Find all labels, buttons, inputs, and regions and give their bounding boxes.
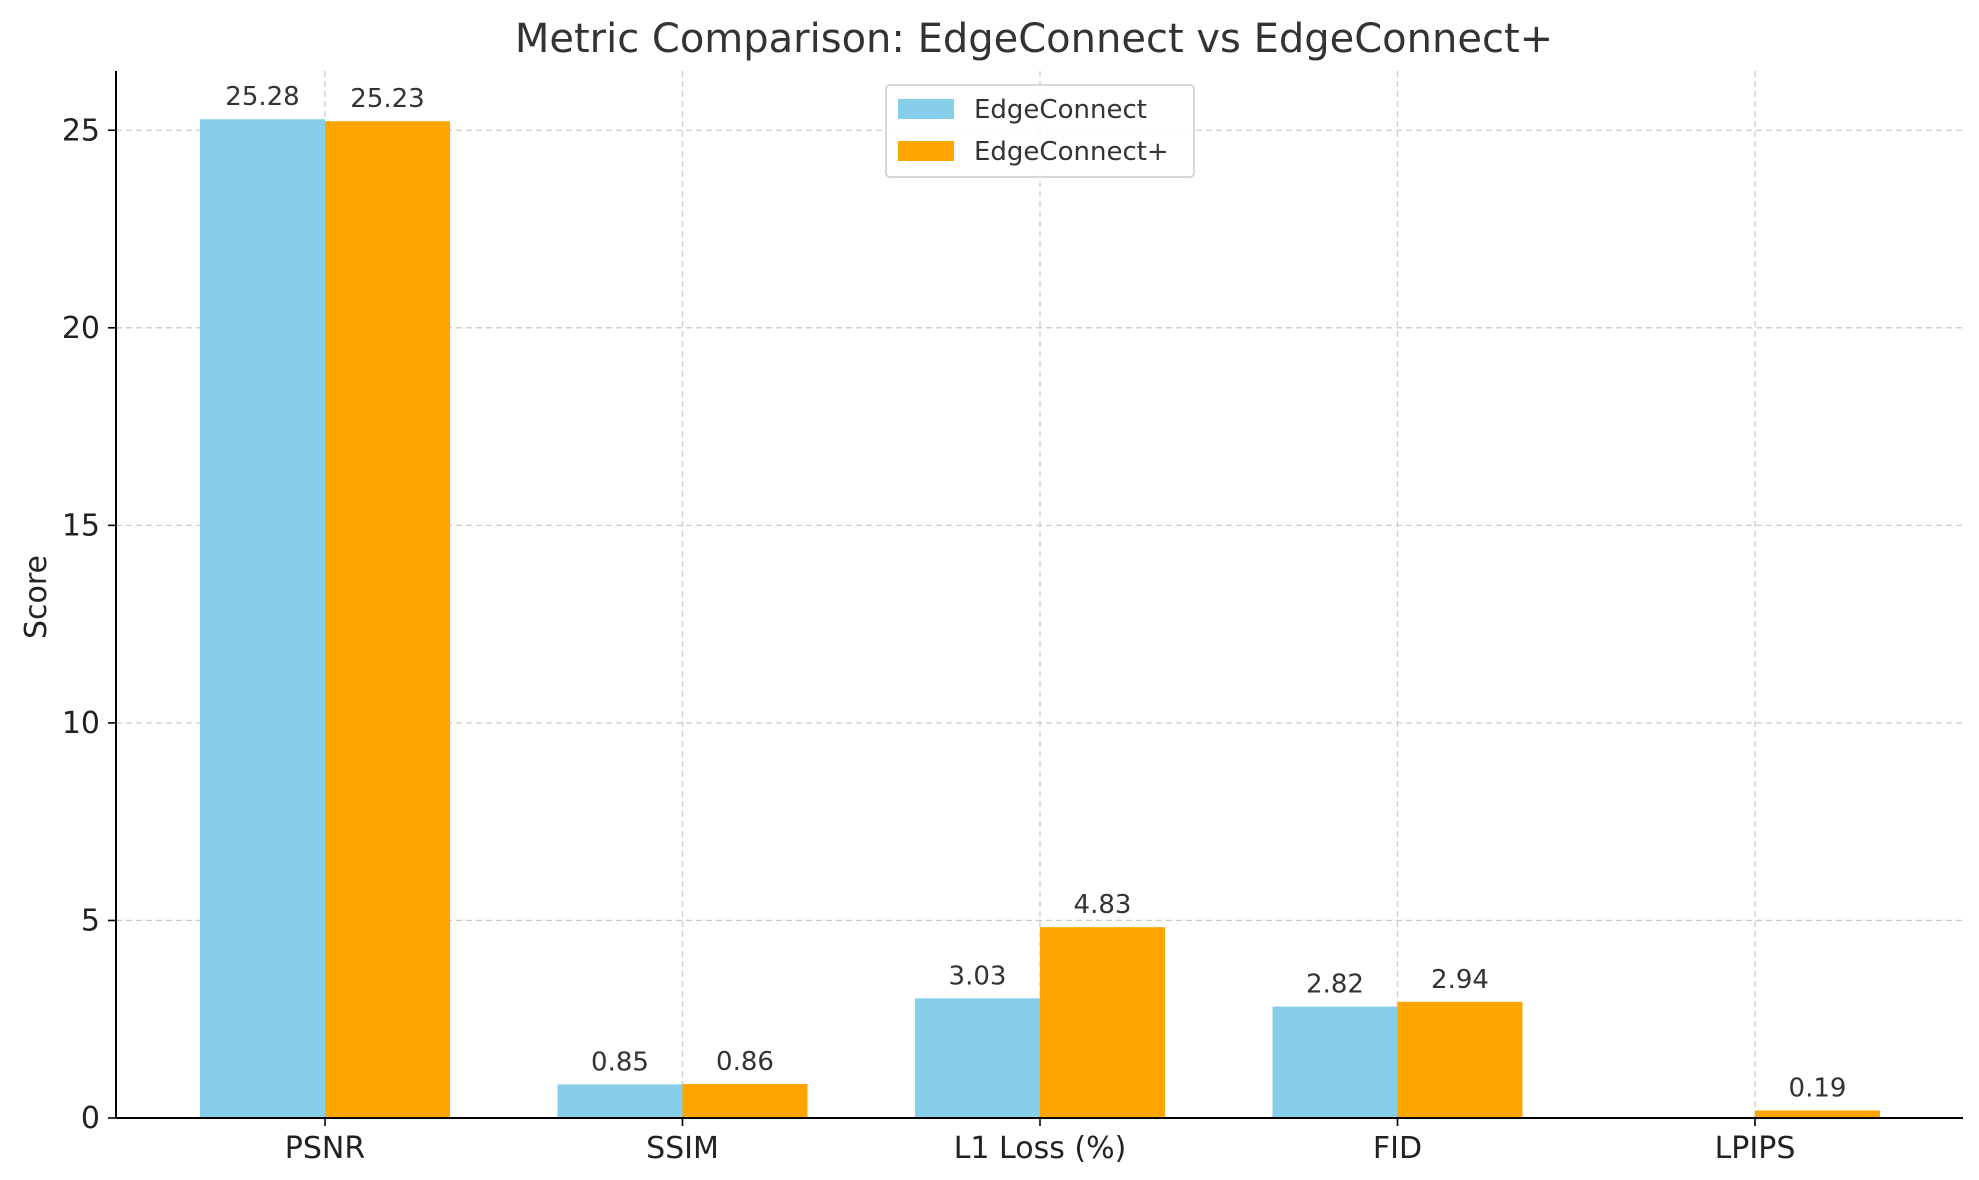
bar-edgeconnect-fid [1272,1006,1398,1118]
data-label: 25.23 [350,84,424,114]
data-label: 25.28 [225,82,299,112]
legend-swatch [898,99,954,119]
y-axis-label: Score [19,555,54,639]
bar-edgeconnect--fid [1397,1001,1523,1118]
tick-labels: 0 5 10 15 20 25 PSNR SSIM L1 Loss (%) FID LPIPS [62,113,1796,1166]
data-labels: 25.28 0.85 3.03 2.82 25.23 0.86 4.83 2.94 0.19 [225,82,1846,1103]
bar-edgeconnect-l1-loss- [915,998,1040,1118]
bar-edgeconnect--psnr [325,121,450,1118]
bars [200,119,1880,1118]
y-tick-label: 25 [62,113,100,148]
data-label: 0.86 [716,1047,774,1077]
data-label: 0.19 [1789,1073,1847,1103]
legend-entry: EdgeConnect+ [974,137,1169,167]
legend-box [885,84,1195,178]
bar-edgeconnect-psnr [200,119,325,1118]
y-tick-label: 0 [81,1101,100,1136]
data-label: 0.85 [591,1047,649,1077]
legend: EdgeConnect EdgeConnect+ [885,84,1195,178]
legend-entry: EdgeConnect [974,95,1147,125]
bar-edgeconnect-ssim [557,1084,683,1118]
x-tick-label: L1 Loss (%) [954,1131,1127,1166]
y-tick-label: 5 [81,903,100,938]
data-label: 3.03 [949,961,1007,991]
x-tick-label: PSNR [285,1131,365,1166]
bar-edgeconnect--l1-loss- [1040,927,1165,1118]
data-label: 4.83 [1074,890,1132,920]
bar-edgeconnect--ssim [682,1084,808,1118]
legend-swatch [898,141,954,161]
data-label: 2.82 [1306,970,1364,1000]
data-label: 2.94 [1431,965,1489,995]
x-tick-label: SSIM [646,1131,719,1166]
x-tick-label: FID [1373,1131,1422,1166]
y-tick-label: 15 [62,508,100,543]
chart-title: Metric Comparison: EdgeConnect vs EdgeCo… [515,16,1553,62]
x-tick-label: LPIPS [1715,1131,1796,1166]
y-tick-label: 10 [62,706,100,741]
y-tick-label: 20 [62,311,100,346]
bar-edgeconnect--lpips [1755,1110,1880,1118]
